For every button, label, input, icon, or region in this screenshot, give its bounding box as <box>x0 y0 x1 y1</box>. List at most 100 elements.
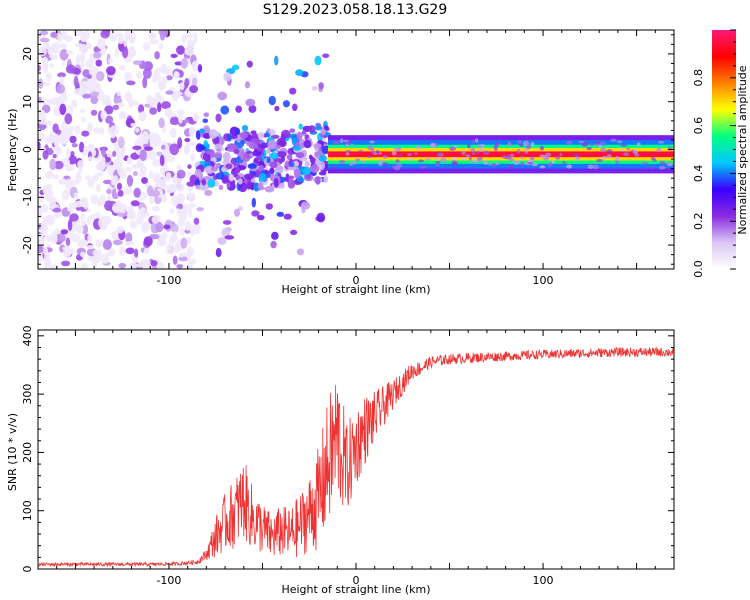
colorbar-tick-label: 0.8 <box>692 69 705 87</box>
spectrogram-cell <box>188 203 197 208</box>
spectrogram-cell <box>214 143 223 150</box>
spectrogram-cell <box>295 69 304 76</box>
spectrogram-cell <box>245 98 256 107</box>
spectrogram-cell <box>38 245 45 254</box>
spectrogram-cell <box>217 91 228 101</box>
spectrogram-cell <box>139 207 146 214</box>
spectrogram-cell <box>198 128 205 134</box>
spectrogram-cell <box>207 178 216 188</box>
spectrogram-cell <box>430 143 436 148</box>
spectrogram-cell <box>38 235 45 246</box>
spectrogram-cell <box>190 153 196 162</box>
spectrogram-cell <box>237 178 243 185</box>
spectrogram-cell <box>318 154 327 162</box>
spectrogram-cell <box>126 80 136 86</box>
spectrogram-cell <box>101 156 106 165</box>
spectrogram-cell <box>173 71 178 79</box>
spectrogram-cell <box>130 220 137 229</box>
spectrogram-cell <box>257 131 265 140</box>
spectrogram-cell <box>318 82 324 90</box>
spectrogram-cell <box>391 150 397 156</box>
figure-title: S129.2023.058.18.13.G29 <box>263 2 448 18</box>
spectrogram-cell <box>111 177 117 186</box>
spectrogram-cell <box>178 252 185 258</box>
spectrogram-cell <box>124 241 135 246</box>
spectrogram-cell <box>641 162 649 165</box>
spectrogram-cell <box>247 163 257 169</box>
spectrogram-cell <box>177 137 183 149</box>
spectrogram-cell <box>184 137 191 143</box>
spectrogram-cell <box>83 145 93 153</box>
spectrogram-cell <box>132 60 142 66</box>
spectrogram-cell <box>381 162 389 167</box>
spectrogram-cell <box>589 143 594 146</box>
spectrogram-cell <box>615 160 620 164</box>
spectrogram-cell <box>55 233 66 243</box>
spectrogram-cell <box>502 155 510 160</box>
spectrogram-cell <box>257 182 264 190</box>
spectrogram-cell <box>318 171 327 176</box>
spectrogram-cell <box>158 43 164 50</box>
spectrogram-cell <box>191 60 200 72</box>
spectrogram-cell <box>667 162 674 167</box>
spectrogram-cell <box>595 143 599 147</box>
spectrogram-cell <box>190 258 197 265</box>
spectrogram-cell <box>116 91 122 97</box>
spectrogram-cell <box>251 197 256 208</box>
spectrogram-cell <box>367 145 374 151</box>
spectrogram-cell <box>116 151 124 160</box>
spectrogram-cell <box>65 178 72 191</box>
spectrogram-cell <box>100 110 108 121</box>
spectrogram-x-tick-label: 0 <box>353 274 360 287</box>
spectrogram-cell <box>90 109 98 116</box>
spectrogram-cell <box>606 149 613 153</box>
spectrogram-cell <box>414 152 418 155</box>
spectrogram-cell <box>144 146 153 151</box>
colorbar-tick-label: 0.6 <box>692 117 705 135</box>
spectrogram-cell <box>250 133 260 140</box>
spectrogram-cell <box>268 95 276 106</box>
spectrogram-cell <box>178 112 184 124</box>
spectrogram-cell <box>152 72 157 84</box>
spectrogram-cell <box>626 147 631 151</box>
spectrogram-cell <box>41 204 49 214</box>
spectrogram-cell <box>594 140 600 145</box>
spectrogram-cell <box>276 211 285 217</box>
spectrogram-cell <box>393 166 401 171</box>
spectrogram-tone-band <box>327 151 674 158</box>
spectrogram-cell <box>184 221 192 231</box>
spectrogram-cell <box>80 116 86 123</box>
spectrogram-cell <box>73 75 79 88</box>
spectrogram-cell <box>109 32 117 42</box>
spectrogram-cell <box>395 159 400 163</box>
spectrogram-cell <box>66 125 75 132</box>
spectrogram-cell <box>287 179 296 189</box>
spectrogram-cell <box>66 207 75 212</box>
spectrogram-cell <box>349 163 353 166</box>
spectrogram-cell <box>105 115 114 124</box>
spectrogram-cell <box>223 72 232 82</box>
spectrogram-cell <box>361 160 366 163</box>
spectrogram-cell <box>62 252 68 258</box>
spectrogram-cell <box>176 45 185 55</box>
spectrogram-cell <box>292 103 298 112</box>
spectrogram-cell <box>81 223 89 235</box>
spectrogram-cell <box>187 192 196 203</box>
spectrogram-cell <box>345 151 350 156</box>
spectrogram-cell <box>186 250 192 259</box>
spectrogram-cell <box>346 149 351 153</box>
spectrogram-cell <box>191 224 196 232</box>
spectrogram-cell <box>143 236 153 247</box>
spectrogram-cell <box>148 170 154 179</box>
spectrogram-cell <box>488 163 492 166</box>
spectrogram-cell <box>659 161 666 165</box>
spectrogram-cell <box>116 182 123 191</box>
spectrogram-cell <box>465 154 471 158</box>
spectrogram-cell <box>323 125 329 131</box>
spectrogram-cell <box>304 160 310 167</box>
spectrogram-cell <box>151 158 162 167</box>
spectrogram-cell <box>483 150 490 156</box>
spectrogram-cell <box>470 140 476 144</box>
spectrogram-cell <box>581 141 589 147</box>
spectrogram-cell <box>80 51 86 64</box>
